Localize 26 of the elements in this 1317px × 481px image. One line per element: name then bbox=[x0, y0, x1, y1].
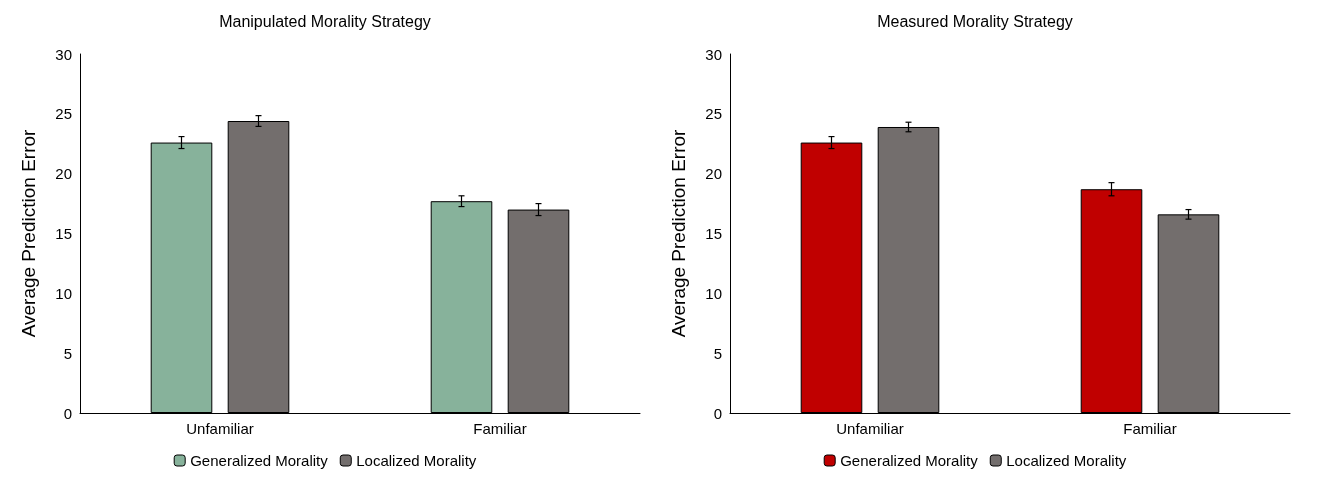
y-tick-label: 25 bbox=[705, 105, 722, 123]
y-axis-title: Average Prediction Error bbox=[668, 128, 689, 338]
y-tick-label: 5 bbox=[713, 344, 722, 362]
chart-title: Manipulated Morality Strategy bbox=[219, 12, 431, 30]
y-tick-label: 10 bbox=[705, 284, 722, 302]
chart-title: Measured Morality Strategy bbox=[877, 12, 1073, 30]
x-tick-label: Familiar bbox=[473, 420, 527, 437]
y-tick-label: 30 bbox=[705, 45, 722, 63]
y-axis-title: Average Prediction Error bbox=[18, 128, 39, 338]
y-tick-label: 25 bbox=[55, 105, 72, 123]
y-tick-label: 30 bbox=[55, 45, 72, 63]
y-tick-label: 20 bbox=[705, 165, 722, 183]
y-tick-label: 0 bbox=[63, 404, 72, 422]
y-tick-label: 15 bbox=[705, 225, 722, 242]
y-tick-label: 20 bbox=[55, 165, 72, 183]
y-tick-label: 0 bbox=[713, 404, 722, 422]
x-tick-label: Unfamiliar bbox=[186, 420, 254, 437]
legend-label: Localized Morality bbox=[356, 452, 477, 469]
x-tick-label: Unfamiliar bbox=[836, 420, 904, 437]
y-tick-label: 10 bbox=[55, 284, 72, 302]
legend-label: Generalized Morality bbox=[190, 452, 329, 469]
x-tick-label: Familiar bbox=[1123, 420, 1177, 437]
y-tick-label: 5 bbox=[63, 344, 72, 362]
legend-label: Localized Morality bbox=[1006, 452, 1127, 469]
legend-label: Generalized Morality bbox=[840, 452, 979, 469]
y-tick-label: 15 bbox=[55, 225, 72, 242]
